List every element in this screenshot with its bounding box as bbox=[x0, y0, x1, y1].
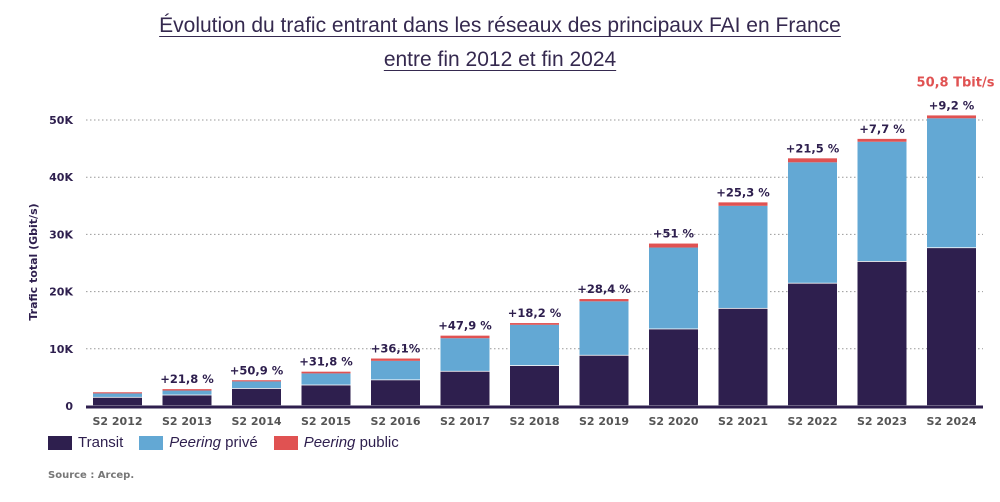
growth-label: +28,4 % bbox=[577, 282, 631, 296]
bar-segment-peering-prive bbox=[579, 301, 629, 355]
y-tick-label: 10K bbox=[49, 343, 73, 356]
bar-segment-peering-prive bbox=[510, 324, 559, 366]
legend-swatch-peering-prive bbox=[139, 435, 164, 450]
legend-swatch-transit bbox=[48, 435, 72, 450]
bar-segment-peering-prive bbox=[371, 360, 420, 380]
bar-segment-peering-prive bbox=[162, 390, 212, 395]
growth-label: +31,8 % bbox=[299, 355, 353, 369]
bar-segment-transit bbox=[510, 365, 559, 406]
legend: Transit Peering privé Peering public bbox=[48, 434, 415, 451]
legend-item-peering-prive: Peering privé bbox=[139, 434, 258, 451]
bar-segment-peering-public bbox=[649, 243, 698, 248]
bar-segment-peering-prive bbox=[857, 141, 907, 262]
bar-segment-peering-prive bbox=[927, 118, 976, 248]
y-tick-label: 20K bbox=[49, 286, 73, 299]
x-tick-label: S2 2018 bbox=[509, 415, 559, 428]
growth-label: +21,8 % bbox=[160, 372, 214, 386]
growth-label: +7,7 % bbox=[859, 122, 905, 136]
bar-segment-peering-public bbox=[93, 392, 142, 394]
bar-segment-peering-public bbox=[788, 158, 837, 163]
growth-label: +36,1% bbox=[371, 342, 421, 356]
bar-segment-peering-prive bbox=[301, 373, 351, 385]
x-tick-label: S2 2012 bbox=[92, 415, 142, 428]
total-annotation: 50,8 Tbit/s bbox=[917, 75, 995, 90]
bar-segment-transit bbox=[440, 371, 490, 406]
x-tick-label: S2 2015 bbox=[301, 415, 351, 428]
y-axis-label: Trafic total (Gbit/s) bbox=[27, 203, 40, 320]
legend-swatch-peering-public bbox=[273, 435, 298, 450]
bar-segment-transit bbox=[301, 385, 351, 406]
bar-segment-transit bbox=[857, 261, 907, 406]
growth-label: +25,3 % bbox=[716, 185, 770, 199]
bar-segment-transit bbox=[162, 395, 212, 406]
bar-segment-peering-public bbox=[162, 389, 212, 391]
legend-item-transit: Transit bbox=[48, 434, 123, 451]
y-tick-label: 30K bbox=[49, 228, 73, 241]
bar-segment-peering-prive bbox=[718, 205, 768, 308]
chart-title-line1: Évolution du trafic entrant dans les rés… bbox=[159, 14, 841, 37]
bar-segment-peering-prive bbox=[649, 247, 698, 329]
bar-segment-peering-prive bbox=[788, 162, 837, 283]
bar-segment-transit bbox=[927, 248, 976, 406]
bar-segment-peering-public bbox=[927, 115, 976, 119]
bar-segment-peering-public bbox=[232, 380, 281, 382]
bar-segment-transit bbox=[93, 397, 142, 406]
growth-label: +51 % bbox=[653, 227, 695, 241]
bar-segment-transit bbox=[371, 380, 420, 406]
x-tick-label: S2 2016 bbox=[370, 415, 420, 428]
bar-segment-transit bbox=[232, 388, 281, 406]
bar-segment-peering-prive bbox=[232, 381, 281, 389]
legend-item-peering-public: Peering public bbox=[273, 434, 399, 451]
x-tick-label: S2 2019 bbox=[579, 415, 629, 428]
bar-segment-transit bbox=[649, 329, 698, 406]
x-tick-label: S2 2022 bbox=[787, 415, 837, 428]
bar-segment-peering-prive bbox=[440, 338, 490, 371]
x-tick-label: S2 2017 bbox=[440, 415, 490, 428]
growth-label: +50,9 % bbox=[230, 363, 284, 377]
y-tick-label: 0 bbox=[65, 400, 73, 413]
chart-title-line2: entre fin 2012 et fin 2024 bbox=[383, 48, 617, 71]
x-tick-label: S2 2023 bbox=[857, 415, 907, 428]
x-tick-label: S2 2021 bbox=[718, 415, 768, 428]
y-tick-label: 50K bbox=[49, 114, 73, 127]
x-tick-label: S2 2014 bbox=[231, 415, 281, 428]
bar-segment-peering-public bbox=[301, 371, 351, 374]
x-tick-label: S2 2020 bbox=[648, 415, 698, 428]
bar-segment-peering-public bbox=[510, 323, 559, 325]
bar-segment-peering-public bbox=[371, 358, 420, 361]
bar-segment-peering-public bbox=[857, 138, 907, 142]
bar-segment-peering-prive bbox=[93, 393, 142, 397]
y-tick-label: 40K bbox=[49, 171, 73, 184]
bar-segment-peering-public bbox=[440, 335, 490, 339]
growth-label: +18,2 % bbox=[508, 306, 562, 320]
growth-label: +21,5 % bbox=[786, 141, 840, 155]
bar-segment-transit bbox=[788, 283, 837, 406]
x-tick-label: S2 2024 bbox=[926, 415, 976, 428]
bar-segment-peering-public bbox=[718, 202, 768, 206]
growth-label: +9,2 % bbox=[929, 98, 975, 112]
bar-segment-peering-public bbox=[579, 299, 629, 302]
growth-label: +47,9 % bbox=[438, 319, 492, 333]
bar-segment-transit bbox=[718, 308, 768, 406]
source-note: Source : Arcep. bbox=[48, 470, 135, 481]
x-tick-label: S2 2013 bbox=[162, 415, 212, 428]
bar-segment-transit bbox=[579, 355, 629, 406]
